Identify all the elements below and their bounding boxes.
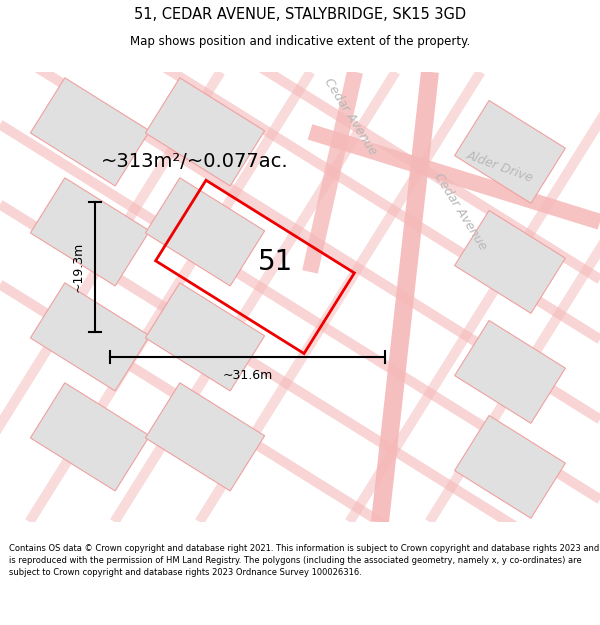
Polygon shape (31, 78, 149, 186)
Text: Alder Drive: Alder Drive (465, 149, 535, 185)
Polygon shape (0, 40, 600, 424)
Text: Cedar Avenue: Cedar Avenue (431, 171, 489, 252)
Polygon shape (308, 124, 600, 229)
Polygon shape (31, 178, 149, 286)
Polygon shape (0, 120, 600, 504)
Polygon shape (0, 0, 600, 344)
Polygon shape (0, 280, 600, 625)
Polygon shape (345, 69, 600, 524)
Polygon shape (31, 383, 149, 491)
Polygon shape (195, 69, 485, 524)
Polygon shape (425, 69, 600, 524)
Polygon shape (455, 211, 565, 313)
Polygon shape (371, 71, 439, 523)
Polygon shape (455, 321, 565, 423)
Polygon shape (0, 0, 600, 284)
Polygon shape (0, 69, 225, 524)
Polygon shape (25, 69, 315, 524)
Polygon shape (145, 78, 265, 186)
Text: ~19.3m: ~19.3m (72, 242, 85, 292)
Polygon shape (145, 283, 265, 391)
Polygon shape (145, 383, 265, 491)
Text: Cedar Avenue: Cedar Avenue (321, 76, 379, 158)
Text: ~31.6m: ~31.6m (223, 369, 272, 382)
Text: Contains OS data © Crown copyright and database right 2021. This information is : Contains OS data © Crown copyright and d… (9, 544, 599, 577)
Text: Map shows position and indicative extent of the property.: Map shows position and indicative extent… (130, 35, 470, 48)
Polygon shape (110, 69, 400, 524)
Text: ~313m²/~0.077ac.: ~313m²/~0.077ac. (101, 152, 289, 171)
Polygon shape (302, 70, 363, 274)
Polygon shape (31, 283, 149, 391)
Text: 51: 51 (257, 248, 293, 276)
Polygon shape (0, 200, 600, 584)
Polygon shape (455, 416, 565, 518)
Polygon shape (455, 101, 565, 203)
Polygon shape (145, 178, 265, 286)
Text: 51, CEDAR AVENUE, STALYBRIDGE, SK15 3GD: 51, CEDAR AVENUE, STALYBRIDGE, SK15 3GD (134, 8, 466, 22)
